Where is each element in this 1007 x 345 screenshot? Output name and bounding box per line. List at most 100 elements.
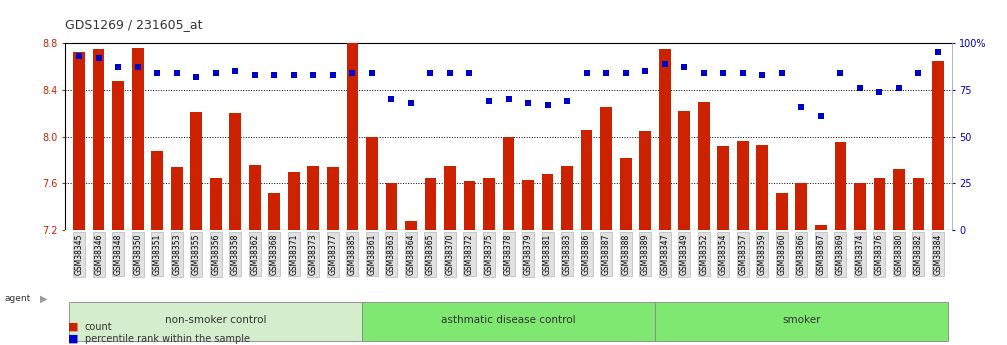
Point <box>929 50 946 55</box>
Point <box>207 70 224 76</box>
Bar <box>893 169 904 230</box>
Point <box>325 72 341 78</box>
Bar <box>230 113 241 230</box>
Text: GSM38366: GSM38366 <box>797 234 806 275</box>
Text: GSM38380: GSM38380 <box>894 234 903 275</box>
Text: GSM38373: GSM38373 <box>309 234 318 275</box>
Bar <box>600 107 612 230</box>
Point <box>794 104 810 109</box>
Bar <box>912 178 924 230</box>
Text: GSM38377: GSM38377 <box>328 234 337 275</box>
Text: agent: agent <box>4 294 30 303</box>
Bar <box>854 183 866 230</box>
Text: GSM38369: GSM38369 <box>836 234 845 275</box>
Text: GSM38360: GSM38360 <box>777 234 786 275</box>
Text: GSM38355: GSM38355 <box>191 234 200 275</box>
Text: GSM38345: GSM38345 <box>75 234 84 275</box>
Text: count: count <box>85 322 112 332</box>
Text: GSM38362: GSM38362 <box>251 234 259 275</box>
Bar <box>756 145 768 230</box>
Bar <box>113 80 124 230</box>
Text: GSM38349: GSM38349 <box>680 234 689 275</box>
Bar <box>190 112 202 230</box>
Bar <box>425 178 436 230</box>
Point <box>833 70 849 76</box>
Point <box>442 70 458 76</box>
Text: GSM38368: GSM38368 <box>270 234 279 275</box>
Text: GSM38383: GSM38383 <box>563 234 572 275</box>
Point <box>559 98 575 104</box>
Bar <box>367 137 378 230</box>
Point <box>773 70 789 76</box>
Point <box>364 70 380 76</box>
FancyBboxPatch shape <box>363 302 655 341</box>
Bar <box>796 183 808 230</box>
Point <box>891 85 907 91</box>
Bar <box>93 49 105 230</box>
Point <box>617 70 633 76</box>
Point <box>813 113 829 119</box>
Text: GSM38389: GSM38389 <box>640 234 650 275</box>
Text: ▶: ▶ <box>40 294 47 303</box>
Text: smoker: smoker <box>782 315 821 325</box>
Text: GSM38374: GSM38374 <box>855 234 864 275</box>
Point <box>149 70 165 76</box>
Text: GSM38364: GSM38364 <box>407 234 416 275</box>
Point <box>461 70 477 76</box>
Point <box>520 100 536 106</box>
Text: ■: ■ <box>68 322 79 332</box>
Bar <box>932 61 944 230</box>
Point <box>422 70 438 76</box>
Bar <box>249 165 261 230</box>
Bar <box>639 131 651 230</box>
Text: GSM38371: GSM38371 <box>289 234 298 275</box>
Text: GDS1269 / 231605_at: GDS1269 / 231605_at <box>65 18 203 31</box>
Text: GSM38346: GSM38346 <box>94 234 103 275</box>
Bar <box>405 221 417 230</box>
Bar <box>444 166 456 230</box>
Text: GSM38367: GSM38367 <box>817 234 826 275</box>
Bar <box>581 130 592 230</box>
Point <box>71 53 88 59</box>
Point <box>266 72 282 78</box>
Point <box>305 72 321 78</box>
Bar <box>288 172 300 230</box>
Point <box>130 65 146 70</box>
Text: GSM38354: GSM38354 <box>719 234 728 275</box>
Point <box>754 72 770 78</box>
Point <box>657 61 673 67</box>
Bar <box>463 181 475 230</box>
Point <box>579 70 595 76</box>
Bar <box>835 142 846 230</box>
Text: GSM38376: GSM38376 <box>875 234 884 275</box>
Text: GSM38386: GSM38386 <box>582 234 591 275</box>
Bar <box>151 151 163 230</box>
Bar <box>346 41 358 230</box>
Text: GSM38347: GSM38347 <box>661 234 670 275</box>
Bar <box>815 225 827 230</box>
Bar <box>132 48 144 230</box>
Bar <box>698 101 710 230</box>
Bar <box>542 174 554 230</box>
Point <box>637 68 654 74</box>
Point <box>696 70 712 76</box>
Text: GSM38384: GSM38384 <box>933 234 943 275</box>
Bar <box>386 183 398 230</box>
Point <box>384 97 400 102</box>
Text: GSM38382: GSM38382 <box>914 234 923 275</box>
Text: GSM38358: GSM38358 <box>231 234 240 275</box>
Text: GSM38385: GSM38385 <box>347 234 356 275</box>
Text: GSM38363: GSM38363 <box>387 234 396 275</box>
Bar <box>873 178 885 230</box>
Point <box>715 70 731 76</box>
Point <box>344 70 361 76</box>
Text: GSM38352: GSM38352 <box>699 234 708 275</box>
Point <box>852 85 868 91</box>
Point <box>188 74 204 80</box>
Bar <box>502 137 515 230</box>
Text: GSM38378: GSM38378 <box>505 234 513 275</box>
Bar <box>737 141 748 230</box>
Bar <box>523 180 534 230</box>
Bar <box>561 166 573 230</box>
Bar <box>619 158 631 230</box>
